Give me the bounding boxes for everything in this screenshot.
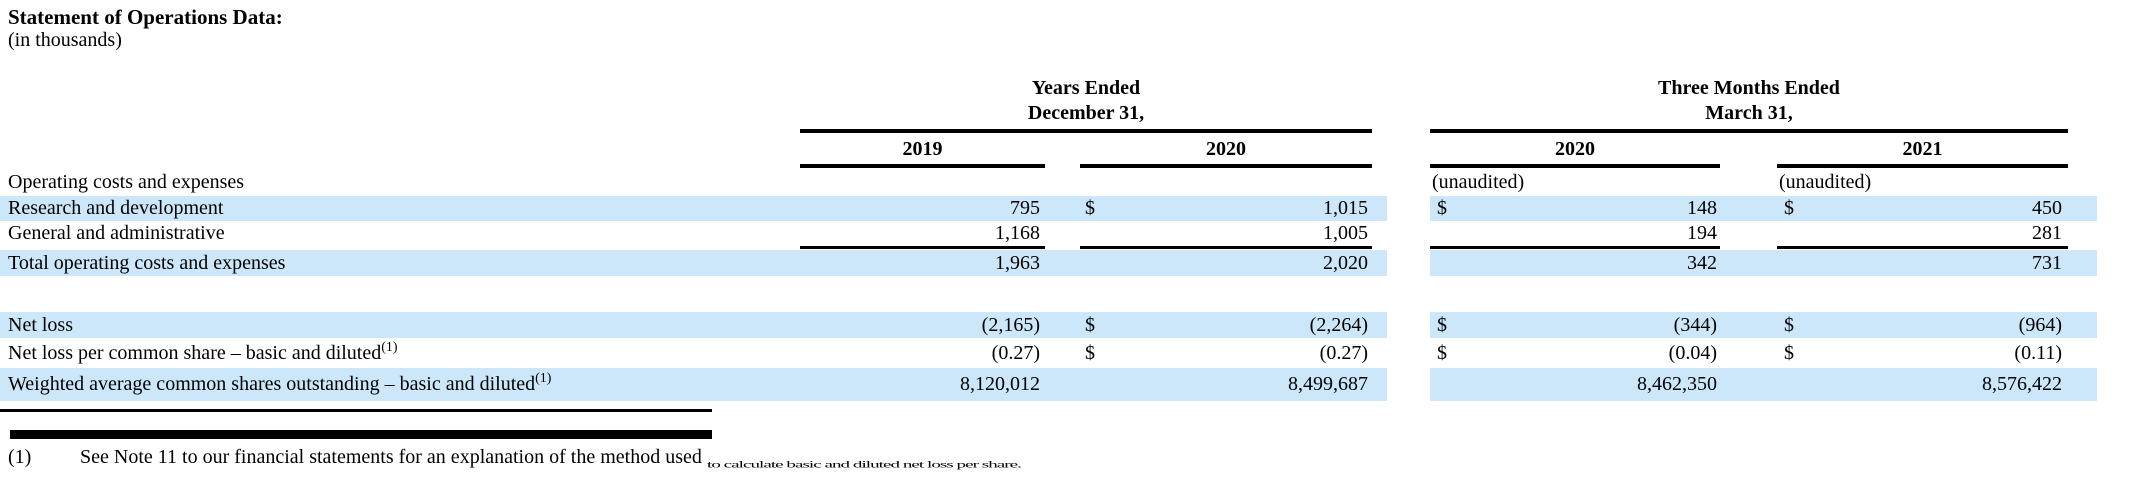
footnote-text-tail: to calculate basic and diluted net loss … <box>706 459 1022 470</box>
row-label: Net loss per common share – basic and di… <box>8 340 788 367</box>
value-2020-year: (2,264) <box>1309 314 1368 336</box>
row-label: Total operating costs and expenses <box>8 252 286 274</box>
footnote-separator-bar <box>10 430 712 439</box>
value-2020-year: 1,005 <box>1323 222 1368 244</box>
footnote-reference: (1) <box>381 340 398 355</box>
unaudited-note-2020: (unaudited) <box>1432 171 1525 193</box>
subtotal-rule-2019 <box>800 246 1045 249</box>
row-label: Research and development <box>8 197 224 219</box>
footnote-text-main: See Note 11 to our financial statements … <box>80 446 702 468</box>
page-title: Statement of Operations Data: <box>8 5 283 29</box>
dollar-sign: $ <box>1784 342 1794 364</box>
dollar-sign: $ <box>1784 197 1794 219</box>
column-header-2020-year: 2020 <box>1206 138 1246 160</box>
table-row-net-loss-per-share: Net loss per common share – basic and di… <box>0 340 2129 367</box>
value-2020-quarter: 194 <box>1687 222 1717 244</box>
dollar-sign: $ <box>1437 342 1447 364</box>
column-underline-2021-quarter <box>1777 164 2068 168</box>
value-2021-quarter: 731 <box>2032 252 2062 274</box>
dollar-sign: $ <box>1437 197 1447 219</box>
table-row-net-loss: Net loss (2,165) $ (2,264) $ (344) $ (96… <box>0 312 2129 338</box>
row-label: General and administrative <box>8 222 225 244</box>
row-label-text: Weighted average common shares outstandi… <box>8 373 536 395</box>
column-underline-2019 <box>800 164 1045 168</box>
table-row-weighted-average-shares: Weighted average common shares outstandi… <box>0 368 2129 401</box>
row-highlight-right <box>1430 196 2097 221</box>
row-label: Weighted average common shares outstandi… <box>8 368 788 401</box>
table-row-operating-costs-header: Operating costs and expenses (unaudited)… <box>0 170 2129 195</box>
row-label: Net loss <box>8 314 73 336</box>
value-2020-quarter: 8,462,350 <box>1637 373 1717 395</box>
footnote-reference: (1) <box>535 371 552 386</box>
value-2021-quarter: (964) <box>2018 314 2062 336</box>
column-header-2020-quarter: 2020 <box>1555 138 1595 160</box>
row-highlight-left <box>0 250 1387 276</box>
units-note: (in thousands) <box>8 29 122 51</box>
value-2020-year: (0.27) <box>1319 342 1368 364</box>
value-2019: 1,168 <box>995 222 1040 244</box>
column-header-2021-quarter: 2021 <box>1902 138 1943 160</box>
quarters-group-title-line1: Three Months Ended <box>1658 77 1840 99</box>
value-2020-quarter: 148 <box>1687 197 1717 219</box>
unaudited-note-2021: (unaudited) <box>1779 171 1872 193</box>
row-label: Operating costs and expenses <box>8 171 245 193</box>
dollar-sign: $ <box>1085 314 1095 336</box>
row-highlight-right <box>1430 250 2097 276</box>
value-2021-quarter: 8,576,422 <box>1982 373 2062 395</box>
subtotal-rule-2021-quarter <box>1777 246 2068 249</box>
table-row-total-operating-costs: Total operating costs and expenses 1,963… <box>0 250 2129 276</box>
value-2020-year: 1,015 <box>1323 197 1368 219</box>
row-label-text: Net loss per common share – basic and di… <box>8 342 382 364</box>
footnote-marker: (1) <box>8 446 32 468</box>
column-header-2019: 2019 <box>902 138 943 160</box>
row-highlight-right <box>1430 312 2097 338</box>
subtotal-rule-2020-year <box>1080 246 1372 249</box>
value-2020-quarter: (344) <box>1673 314 1717 336</box>
row-highlight-left <box>0 368 1387 401</box>
value-2020-year: 8,499,687 <box>1288 373 1368 395</box>
value-2019: 1,963 <box>995 252 1040 274</box>
table-row-research-development: Research and development 795 $ 1,015 $ 1… <box>0 196 2129 221</box>
row-highlight-left <box>0 196 1387 221</box>
quarters-group-title-line2: March 31, <box>1705 102 1793 124</box>
years-group-title-line2: December 31, <box>1027 102 1145 124</box>
value-2019: 795 <box>1010 197 1040 219</box>
value-2020-quarter: 342 <box>1687 252 1717 274</box>
dollar-sign: $ <box>1784 314 1794 336</box>
subtotal-rule-2020-quarter <box>1430 246 1720 249</box>
value-2019: (2,165) <box>981 314 1040 336</box>
value-2019: (0.27) <box>991 342 1040 364</box>
value-2021-quarter: 281 <box>2032 222 2062 244</box>
value-2019: 8,120,012 <box>960 373 1040 395</box>
row-highlight-left <box>0 312 1387 338</box>
years-group-title-line1: Years Ended <box>1031 77 1141 99</box>
years-group-rule <box>800 129 1372 133</box>
dollar-sign: $ <box>1085 342 1095 364</box>
footnote-separator-thin <box>0 409 712 412</box>
row-highlight-right <box>1430 368 2097 401</box>
value-2021-quarter: 450 <box>2032 197 2062 219</box>
value-2020-quarter: (0.04) <box>1668 342 1717 364</box>
dollar-sign: $ <box>1437 314 1447 336</box>
dollar-sign: $ <box>1085 197 1095 219</box>
footnote-text: See Note 11 to our financial statements … <box>80 443 1037 471</box>
value-2021-quarter: (0.11) <box>2014 342 2062 364</box>
column-underline-2020-year <box>1080 164 1372 168</box>
quarters-group-rule <box>1430 129 2068 133</box>
value-2020-year: 2,020 <box>1323 252 1368 274</box>
column-underline-2020-quarter <box>1430 164 1720 168</box>
table-row-general-administrative: General and administrative 1,168 1,005 1… <box>0 221 2129 246</box>
